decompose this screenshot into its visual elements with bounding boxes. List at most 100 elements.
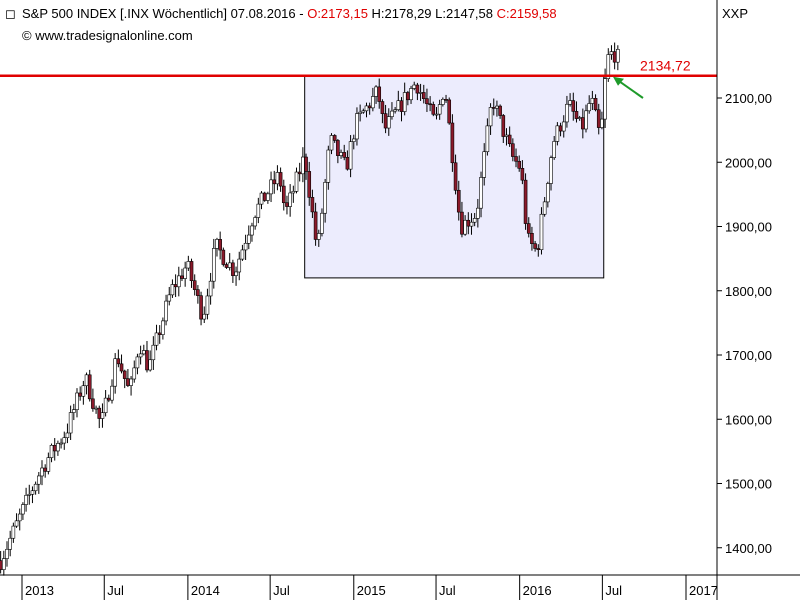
candle-body [0,560,3,570]
candle-body [421,92,426,99]
candle-body [138,353,143,358]
candle-body [167,294,172,302]
candle-body [142,350,146,355]
candle-body [49,445,54,458]
candle-body [390,110,394,117]
candle-body [447,99,452,124]
candle-body [237,258,242,273]
candle-body [100,412,105,419]
plot-area: 2134,72 [0,42,717,576]
candle-body [275,172,280,185]
candle-body [511,143,515,157]
candle-body [514,156,518,162]
candle-body [72,409,76,413]
candle-body [56,443,60,452]
candle-body [526,223,531,234]
candle-body [476,207,480,219]
candle-body [78,392,82,397]
candle-body [364,105,369,112]
candle-body [549,157,553,184]
candle-body [574,111,579,119]
candle-body [507,134,512,145]
candle-body [288,192,292,207]
candle-body [234,271,238,276]
low-value: L:2147,58 [435,6,493,21]
candle-body [27,493,32,496]
candle-body [374,86,378,97]
candle-body [558,125,563,132]
candle-body [262,192,267,201]
candle-body [151,344,156,361]
candle-body [377,86,382,102]
candle-body [11,525,16,539]
candle-body [164,300,168,322]
candle-body [84,374,89,387]
chart-title-symbol-icon: ◻ [5,6,16,21]
x-tick-label: 2016 [523,583,552,598]
candle-body [530,233,534,244]
candle-body [533,243,537,249]
candle-body [183,267,187,279]
candle-body [224,264,229,268]
candle-body [173,284,178,288]
candle-body [221,249,226,265]
axis-unit-label: XXP [722,6,748,21]
candle-body [211,248,216,282]
candle-body [415,84,420,94]
candle-body [345,157,350,170]
candle-body [581,117,585,130]
candle-body [161,320,165,335]
candle-body [291,191,296,194]
candle-body [342,152,347,158]
candle-body [87,374,92,400]
candle-body [485,125,490,153]
candle-body [542,201,547,215]
candle-body [154,332,159,346]
candle-body [383,113,388,129]
candle-body [46,457,51,472]
candle-body [202,313,207,320]
candle-body [584,110,588,130]
candle-body [304,156,308,172]
candle-body [2,558,6,570]
candle-body [208,280,213,297]
candle-body [606,54,611,79]
candle-body [43,467,47,472]
open-value: O:2173,15 [307,6,368,21]
candle-body [479,177,483,209]
y-tick-label: 1500,00 [725,477,772,492]
candle-body [189,261,194,281]
x-axis: 2013 Jul 2014 Jul 2015 Jul 2016 Jul 2017 [21,575,718,600]
candle-body [469,221,474,227]
candle-body [539,213,544,251]
candle-body [587,103,591,112]
y-axis: 1400,00 1500,00 1600,00 1700,00 1800,00 1900,… [717,91,772,556]
candle-body [380,101,385,114]
candle-body [59,442,63,445]
candle-body [65,432,70,438]
candle-body [301,156,305,175]
candle-body [297,171,302,175]
candle-body [603,78,607,120]
candle-body [409,88,413,101]
candle-body [609,51,614,55]
candle-body [14,520,19,527]
candle-body [399,100,404,112]
candle-body [148,359,152,371]
candle-body [460,211,464,235]
candle-body [199,295,203,320]
candle-body [488,107,493,127]
chart-title: S&P 500 INDEX [.INX Wöchentlich] 07.08.2… [22,6,557,21]
x-tick-label: 2014 [191,583,220,598]
candle-body [269,179,273,195]
candle-body [253,217,257,227]
candle-body [107,397,111,401]
candle-body [495,105,499,109]
candle-body [616,49,620,63]
candle-body [91,398,95,409]
candle-body [504,134,509,137]
candle-body [215,239,219,249]
candle-body [418,92,423,94]
candle-body [472,218,477,223]
copyright-text: © www.tradesignalonline.com [22,28,193,43]
